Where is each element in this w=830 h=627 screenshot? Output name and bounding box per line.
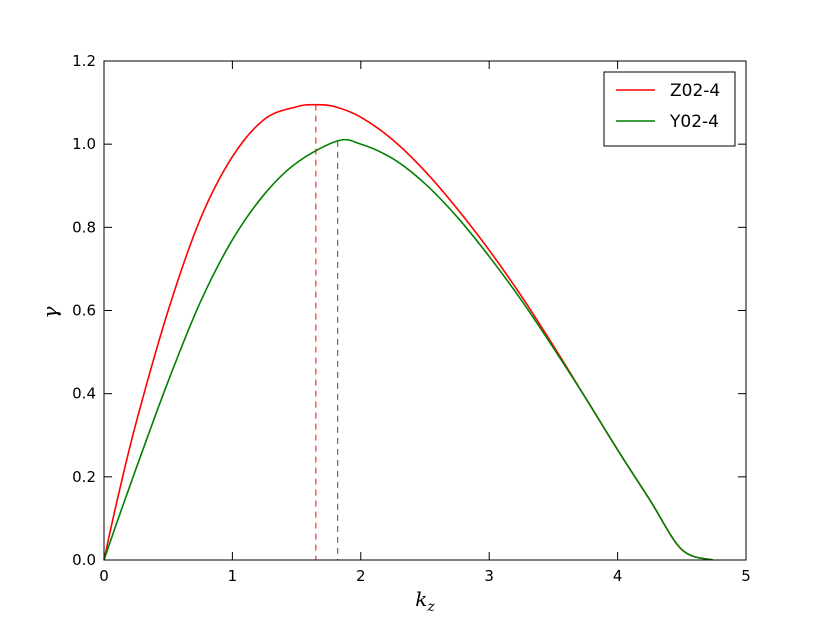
legend-box xyxy=(603,71,736,147)
x-axis-label: kz xyxy=(415,587,435,615)
series-line-z02-4 xyxy=(103,103,713,561)
x-tick-label: 5 xyxy=(741,567,751,585)
x-tick-label: 4 xyxy=(613,567,623,585)
axis-ticks xyxy=(103,60,747,561)
y-tick-label: 0.4 xyxy=(72,385,96,403)
y-tick-label: 0.6 xyxy=(72,302,96,320)
x-tick-label: 2 xyxy=(356,567,366,585)
peak-markers xyxy=(315,104,339,560)
legend-label-z02-4: Z02-4 xyxy=(670,81,720,101)
x-tick-label: 3 xyxy=(484,567,494,585)
legend-label-y02-4: Y02-4 xyxy=(669,112,719,132)
y-tick-label: 0.2 xyxy=(72,468,96,486)
x-axis-label-subscript: z xyxy=(426,599,435,615)
series-layer xyxy=(103,103,713,561)
y-tick-label: 0.0 xyxy=(72,551,96,569)
x-axis-label-main: k xyxy=(415,587,427,611)
x-tick-label: 0 xyxy=(99,567,109,585)
series-line-y02-4 xyxy=(103,138,713,561)
y-tick-label: 1.0 xyxy=(72,135,96,153)
x-tick-label: 1 xyxy=(228,567,238,585)
y-axis-label: γ xyxy=(38,306,62,318)
y-tick-label: 0.8 xyxy=(72,218,96,236)
legend: Z02-4 Y02-4 xyxy=(603,71,736,147)
y-tick-label: 1.2 xyxy=(72,52,96,70)
axis-tick-labels: 0 1 2 3 4 5 0.0 0.2 0.4 0.6 0.8 1.0 1.2 xyxy=(72,52,751,585)
x-axis-label-text: kz xyxy=(415,587,435,615)
